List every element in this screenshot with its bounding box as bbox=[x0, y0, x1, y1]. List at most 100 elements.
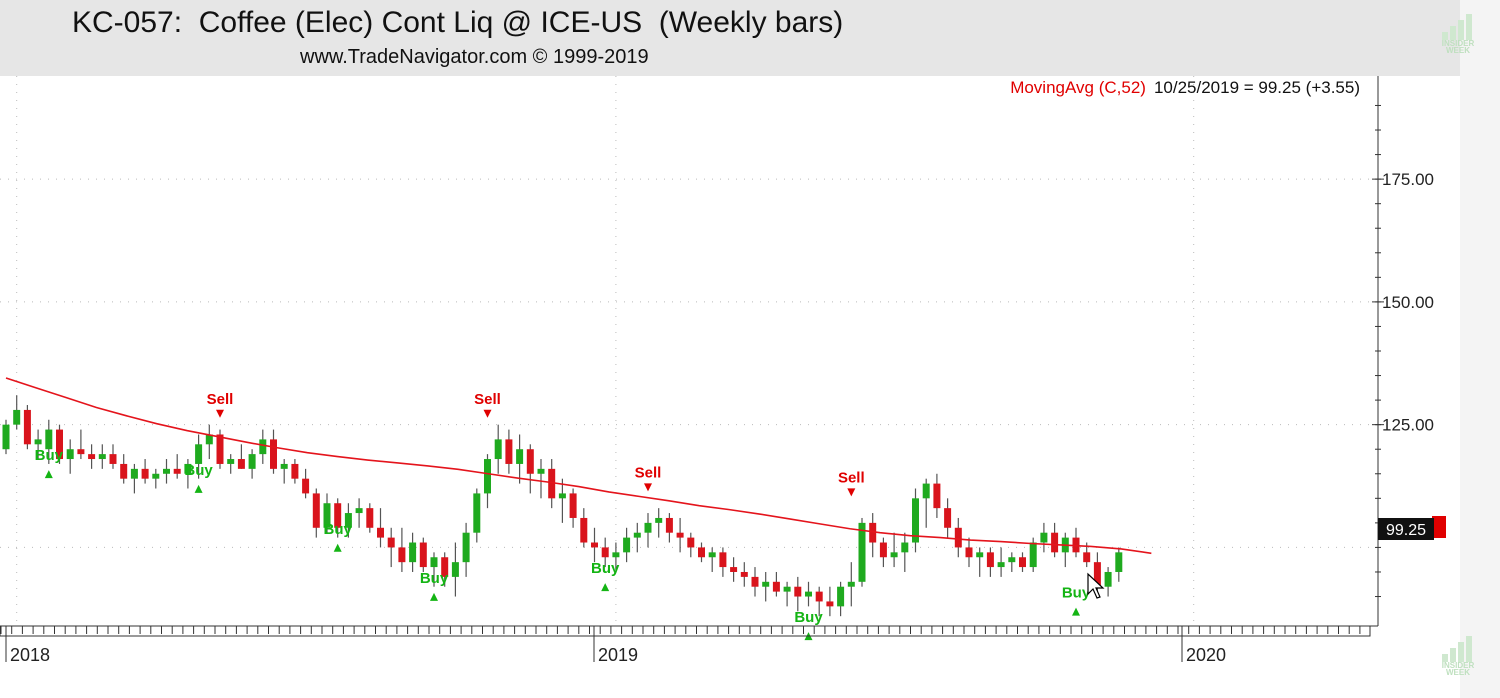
candle bbox=[847, 562, 855, 607]
candle-body bbox=[1040, 532, 1048, 543]
candle-body bbox=[655, 517, 663, 523]
sell-label: Sell bbox=[474, 391, 501, 408]
candle bbox=[762, 571, 770, 602]
chart-header: KC-057: Coffee (Elec) Cont Liq @ ICE-US … bbox=[0, 0, 1460, 76]
insider-week-logo-bottom: INSIDER WEEK bbox=[1438, 628, 1478, 677]
candle bbox=[462, 522, 470, 577]
candle-body bbox=[13, 409, 21, 425]
candle-body bbox=[216, 434, 224, 464]
candle-body bbox=[291, 463, 299, 479]
sell-signal: Sell bbox=[838, 469, 865, 497]
candle-body bbox=[569, 493, 577, 518]
candle bbox=[815, 586, 823, 617]
buy-label: Buy bbox=[35, 447, 64, 464]
y-tick-label: 125.00 bbox=[1382, 416, 1434, 435]
candle bbox=[965, 537, 973, 568]
candle-body bbox=[2, 424, 10, 450]
candle-body bbox=[1115, 552, 1123, 572]
candle-body bbox=[1019, 557, 1026, 568]
y-tick-label: 150.00 bbox=[1382, 293, 1434, 312]
candle bbox=[152, 468, 160, 489]
candle-body bbox=[23, 409, 31, 445]
candle-body bbox=[644, 522, 652, 533]
candle bbox=[248, 449, 256, 479]
buy-arrow-icon bbox=[44, 470, 53, 479]
candle-body bbox=[312, 493, 320, 528]
sell-arrow-icon bbox=[483, 409, 492, 418]
moving-average-line bbox=[5, 377, 1152, 555]
candle-body bbox=[237, 459, 245, 469]
candle bbox=[141, 459, 149, 484]
candle bbox=[516, 434, 524, 484]
candle bbox=[56, 424, 63, 464]
candle-body bbox=[933, 483, 941, 509]
candle-body bbox=[377, 527, 384, 538]
candle-body bbox=[944, 508, 952, 528]
candle-body bbox=[195, 444, 203, 464]
candle bbox=[890, 532, 898, 568]
candle bbox=[805, 581, 812, 607]
sell-signal: Sell bbox=[474, 391, 501, 418]
candle bbox=[23, 405, 31, 450]
candle bbox=[1104, 567, 1112, 597]
candle bbox=[783, 581, 791, 607]
candle bbox=[334, 498, 342, 538]
candle-body bbox=[98, 454, 106, 460]
candle-body bbox=[772, 581, 780, 592]
candle-body bbox=[355, 508, 363, 514]
candle-body bbox=[270, 439, 277, 469]
candle-body bbox=[1029, 542, 1037, 568]
candle bbox=[912, 488, 919, 553]
price-tag-box bbox=[1378, 518, 1434, 540]
sell-arrow-icon bbox=[644, 483, 652, 492]
candle-body bbox=[997, 562, 1005, 568]
x-tick-label: 2019 bbox=[598, 645, 638, 665]
candle-body bbox=[1093, 562, 1101, 587]
candle bbox=[344, 503, 352, 538]
candle-body bbox=[965, 547, 973, 558]
candle bbox=[580, 508, 588, 548]
candle-body bbox=[537, 468, 545, 474]
candle-body bbox=[837, 586, 845, 607]
candle bbox=[751, 567, 759, 597]
buy-arrow-icon bbox=[430, 592, 438, 601]
candle-body bbox=[516, 449, 524, 464]
bottom-band bbox=[0, 666, 1460, 698]
candle-body bbox=[869, 522, 877, 543]
candle bbox=[120, 454, 128, 484]
candle bbox=[505, 429, 513, 474]
logo-line2: WEEK bbox=[1446, 46, 1470, 55]
candle bbox=[227, 454, 235, 474]
candle-body bbox=[1104, 571, 1112, 587]
sell-label: Sell bbox=[635, 464, 662, 481]
candle-body bbox=[441, 557, 449, 577]
candle bbox=[45, 419, 53, 464]
candle-body bbox=[558, 493, 566, 499]
candle-body bbox=[1051, 532, 1059, 553]
candle bbox=[323, 493, 331, 533]
logo-line2-bottom: WEEK bbox=[1446, 668, 1470, 677]
candlestick-chart[interactable]: Buy Buy Sell Buy Buy Sell Buy Sell Buy Sell Buy 17… bbox=[0, 0, 1460, 666]
buy-label: Buy bbox=[324, 521, 353, 538]
plot-area[interactable] bbox=[0, 76, 1378, 626]
buy-arrow-icon bbox=[1072, 607, 1080, 616]
candle-body bbox=[976, 552, 984, 558]
candle-body bbox=[259, 439, 267, 455]
candle bbox=[954, 517, 962, 558]
candle-body bbox=[484, 459, 491, 494]
candle-body bbox=[248, 454, 256, 469]
candle bbox=[2, 419, 10, 455]
candle-body bbox=[88, 454, 96, 460]
candle-body bbox=[847, 581, 855, 587]
candle bbox=[280, 459, 288, 484]
candle bbox=[387, 527, 395, 568]
x-tick-label: 2018 bbox=[10, 645, 50, 665]
candle bbox=[997, 547, 1005, 577]
candle bbox=[601, 537, 609, 568]
candle-body bbox=[890, 552, 898, 558]
price-tag-marker bbox=[1432, 516, 1446, 538]
candle-body bbox=[302, 478, 310, 494]
candle-body bbox=[184, 463, 192, 474]
candle-body bbox=[173, 468, 181, 474]
candle-body bbox=[912, 498, 919, 543]
